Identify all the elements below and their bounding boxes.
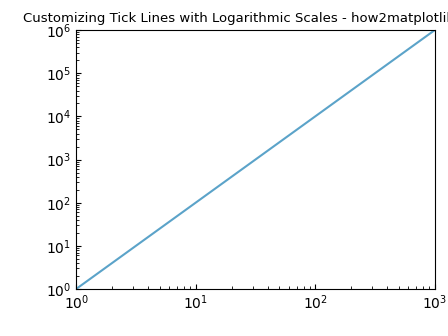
Title: Customizing Tick Lines with Logarithmic Scales - how2matplotlib.com: Customizing Tick Lines with Logarithmic … [23, 12, 448, 25]
